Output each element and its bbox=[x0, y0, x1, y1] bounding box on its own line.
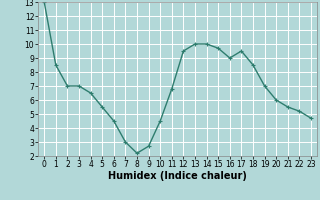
X-axis label: Humidex (Indice chaleur): Humidex (Indice chaleur) bbox=[108, 171, 247, 181]
